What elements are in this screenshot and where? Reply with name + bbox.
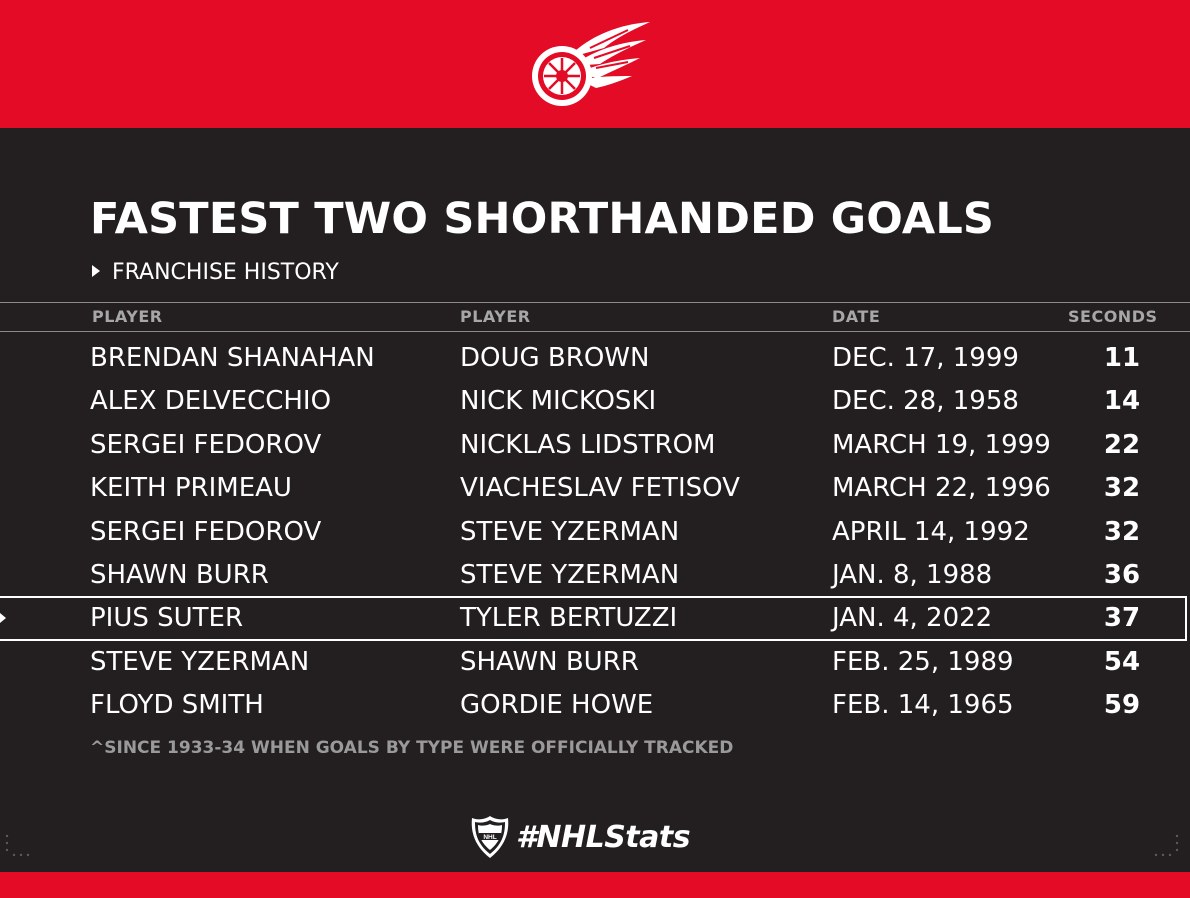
footnote: ^SINCE 1933-34 WHEN GOALS BY TYPE WERE O… <box>90 738 734 758</box>
first-player-cell: SERGEI FEDOROV <box>90 516 322 547</box>
date-cell: JAN. 8, 1988 <box>832 559 993 590</box>
column-header-player1: PLAYER <box>92 307 163 326</box>
first-player-cell: BRENDAN SHANAHAN <box>90 343 375 373</box>
highlighted-table-row: PIUS SUTER TYLER BERTUZZI JAN. 4, 2022 3… <box>0 596 1190 642</box>
date-cell: APRIL 14, 1992 <box>832 516 1030 547</box>
decorative-dots-icon <box>1154 834 1179 857</box>
date-cell: FEB. 25, 1989 <box>832 646 1014 677</box>
seconds-cell: 32 <box>1103 516 1141 547</box>
table-row: SERGEI FEDOROV STEVE YZERMAN APRIL 14, 1… <box>0 513 1190 556</box>
first-player-cell: SHAWN BURR <box>90 559 269 590</box>
column-header-date: DATE <box>832 307 881 326</box>
column-header-seconds: SECONDS <box>1068 307 1158 326</box>
seconds-cell: 22 <box>1103 429 1141 460</box>
top-red-band <box>0 0 1190 128</box>
table-row: BRENDAN SHANAHAN DOUG BROWN DEC. 17, 199… <box>0 339 1190 382</box>
first-player-cell: STEVE YZERMAN <box>90 646 310 677</box>
seconds-cell: 11 <box>1103 343 1141 373</box>
date-cell: MARCH 19, 1999 <box>832 429 1051 460</box>
second-player-cell: TYLER BERTUZZI <box>460 603 678 634</box>
seconds-cell: 14 <box>1103 386 1141 417</box>
first-player-cell: KEITH PRIMEAU <box>90 473 292 504</box>
seconds-cell: 32 <box>1103 473 1141 504</box>
date-cell: DEC. 17, 1999 <box>832 343 1019 373</box>
seconds-cell: 37 <box>1103 603 1141 634</box>
svg-text:NHL: NHL <box>483 834 496 841</box>
second-player-cell: NICK MICKOSKI <box>460 386 657 417</box>
page-title: FASTEST TWO SHORTHANDED GOALS <box>90 194 995 244</box>
second-player-cell: DOUG BROWN <box>460 343 650 373</box>
date-cell: JAN. 4, 2022 <box>832 603 993 634</box>
header-top-rule <box>0 302 1190 303</box>
first-player-cell: ALEX DELVECCHIO <box>90 386 332 417</box>
first-player-cell: FLOYD SMITH <box>90 690 264 721</box>
first-player-cell: SERGEI FEDOROV <box>90 429 322 460</box>
second-player-cell: GORDIE HOWE <box>460 690 654 721</box>
column-header-player2: PLAYER <box>460 307 531 326</box>
table-row: STEVE YZERMAN SHAWN BURR FEB. 25, 1989 5… <box>0 643 1190 686</box>
subtitle: FRANCHISE HISTORY <box>92 260 339 285</box>
seconds-cell: 54 <box>1103 646 1141 677</box>
seconds-cell: 36 <box>1103 559 1141 590</box>
bottom-red-band <box>0 872 1190 898</box>
decorative-dots-icon <box>5 834 30 857</box>
nhl-stats-hashtag: #NHLStats <box>516 820 691 855</box>
table-row: FLOYD SMITH GORDIE HOWE FEB. 14, 1965 59 <box>0 686 1190 729</box>
table-row: ALEX DELVECCHIO NICK MICKOSKI DEC. 28, 1… <box>0 382 1190 425</box>
date-cell: MARCH 22, 1996 <box>832 473 1051 504</box>
nhl-shield-icon: NHL <box>471 816 509 858</box>
second-player-cell: SHAWN BURR <box>460 646 639 677</box>
table-row: SHAWN BURR STEVE YZERMAN JAN. 8, 1988 36 <box>0 556 1190 599</box>
second-player-cell: NICKLAS LIDSTROM <box>460 429 716 460</box>
results-table: BRENDAN SHANAHAN DOUG BROWN DEC. 17, 199… <box>0 339 1190 730</box>
table-row: SERGEI FEDOROV NICKLAS LIDSTROM MARCH 19… <box>0 426 1190 469</box>
second-player-cell: STEVE YZERMAN <box>460 516 680 547</box>
winged-wheel-icon <box>532 22 650 106</box>
second-player-cell: STEVE YZERMAN <box>460 559 680 590</box>
seconds-cell: 59 <box>1103 690 1141 721</box>
subtitle-text: FRANCHISE HISTORY <box>112 260 339 285</box>
triangle-right-icon <box>92 265 100 277</box>
first-player-cell: PIUS SUTER <box>90 603 244 634</box>
table-row: KEITH PRIMEAU VIACHESLAV FETISOV MARCH 2… <box>0 469 1190 512</box>
date-cell: FEB. 14, 1965 <box>832 690 1014 721</box>
second-player-cell: VIACHESLAV FETISOV <box>460 473 740 504</box>
header-bottom-rule <box>0 331 1190 332</box>
date-cell: DEC. 28, 1958 <box>832 386 1019 417</box>
